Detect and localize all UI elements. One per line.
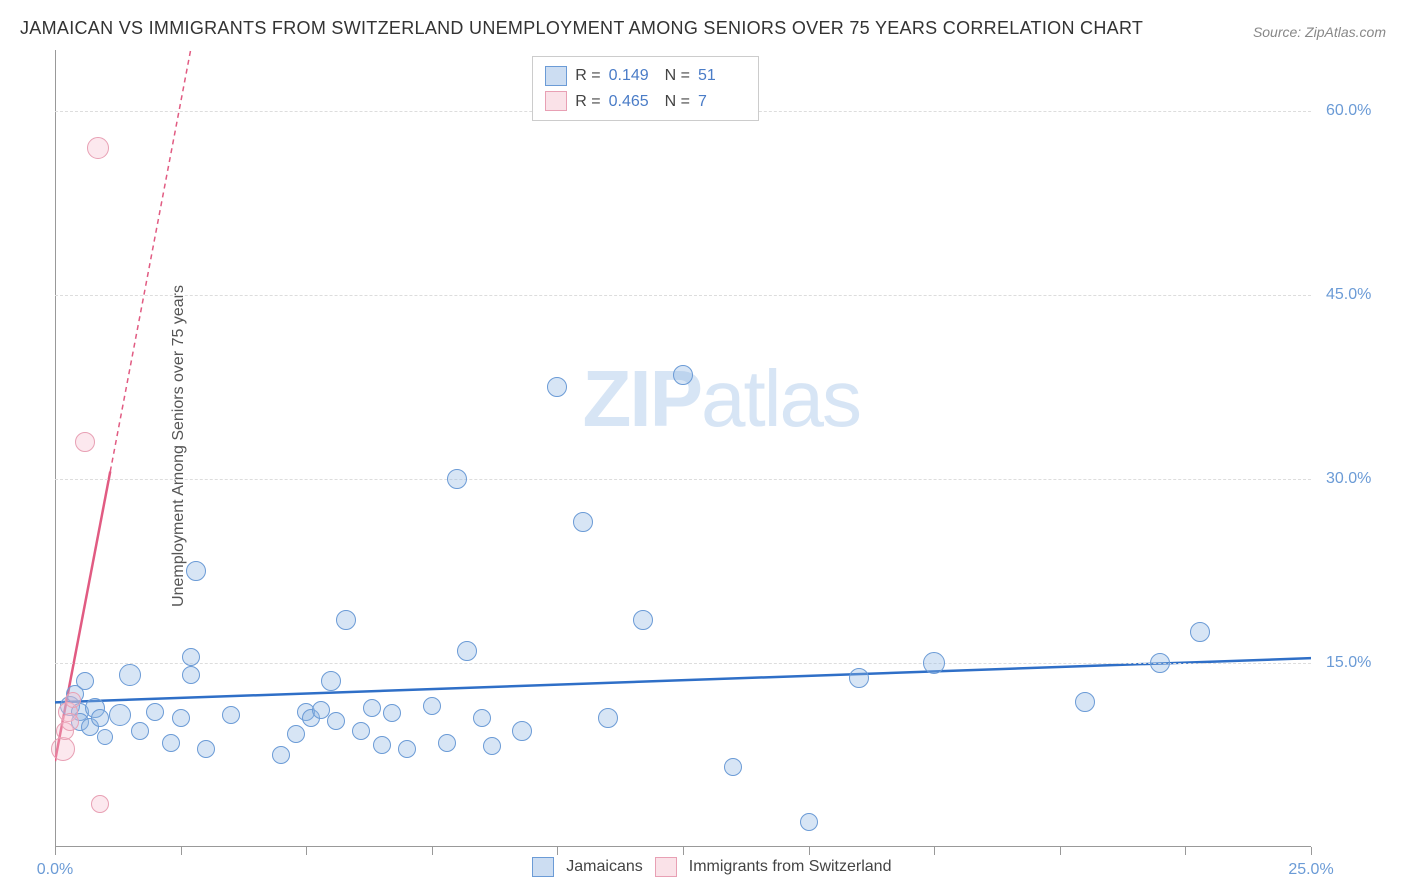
data-point-pink xyxy=(65,692,81,708)
data-point-blue xyxy=(182,648,200,666)
data-point-blue xyxy=(438,734,456,752)
legend-n-label: N = xyxy=(665,63,690,89)
data-point-pink xyxy=(87,137,109,159)
legend-r-label: R = xyxy=(575,63,600,89)
legend-correlation-row: R = 0.465 N = 7 xyxy=(545,89,746,115)
legend-swatch xyxy=(545,91,567,111)
x-tick-label: 0.0% xyxy=(37,861,73,879)
data-point-blue xyxy=(447,469,467,489)
data-point-pink xyxy=(51,737,75,761)
watermark-rest: atlas xyxy=(701,354,860,443)
x-tick xyxy=(1185,847,1186,855)
legend-n-value: 7 xyxy=(698,89,746,115)
legend-r-value: 0.465 xyxy=(609,89,657,115)
trendline-blue xyxy=(55,658,1311,702)
x-tick xyxy=(683,847,684,855)
data-point-blue xyxy=(724,758,742,776)
data-point-blue xyxy=(1150,653,1170,673)
data-point-pink xyxy=(91,795,109,813)
legend-r-value: 0.149 xyxy=(609,63,657,89)
data-point-blue xyxy=(457,641,477,661)
data-point-blue xyxy=(849,668,869,688)
data-point-blue xyxy=(573,512,593,532)
gridline xyxy=(55,663,1311,664)
y-tick-label: 45.0% xyxy=(1326,286,1371,304)
legend-series-label: Jamaicans xyxy=(566,858,642,876)
data-point-pink xyxy=(61,713,79,731)
data-point-blue xyxy=(633,610,653,630)
data-point-blue xyxy=(547,377,567,397)
x-tick xyxy=(432,847,433,855)
x-tick xyxy=(809,847,810,855)
legend-correlation-row: R = 0.149 N = 51 xyxy=(545,63,746,89)
data-point-blue xyxy=(398,740,416,758)
watermark: ZIPatlas xyxy=(583,353,860,445)
data-point-blue xyxy=(287,725,305,743)
data-point-blue xyxy=(186,561,206,581)
data-point-blue xyxy=(91,709,109,727)
legend-swatch xyxy=(532,857,554,877)
data-point-blue xyxy=(923,652,945,674)
x-tick xyxy=(557,847,558,855)
data-point-blue xyxy=(512,721,532,741)
x-tick xyxy=(306,847,307,855)
legend-series-label: Immigrants from Switzerland xyxy=(689,858,892,876)
data-point-blue xyxy=(383,704,401,722)
x-tick xyxy=(55,847,56,855)
data-point-blue xyxy=(162,734,180,752)
legend-swatch xyxy=(655,857,677,877)
data-point-blue xyxy=(146,703,164,721)
chart-title: JAMAICAN VS IMMIGRANTS FROM SWITZERLAND … xyxy=(20,18,1143,39)
gridline xyxy=(55,479,1311,480)
data-point-blue xyxy=(321,671,341,691)
data-point-blue xyxy=(272,746,290,764)
data-point-blue xyxy=(363,699,381,717)
y-tick-label: 30.0% xyxy=(1326,470,1371,488)
data-point-blue xyxy=(197,740,215,758)
legend-n-label: N = xyxy=(665,89,690,115)
trendlines-svg xyxy=(55,50,1311,847)
data-point-blue xyxy=(119,664,141,686)
data-point-blue xyxy=(131,722,149,740)
legend-series: Jamaicans Immigrants from Switzerland xyxy=(532,857,891,877)
x-tick xyxy=(1311,847,1312,855)
gridline xyxy=(55,295,1311,296)
legend-swatch xyxy=(545,66,567,86)
data-point-blue xyxy=(473,709,491,727)
data-point-blue xyxy=(182,666,200,684)
data-point-blue xyxy=(1075,692,1095,712)
data-point-blue xyxy=(172,709,190,727)
y-tick-label: 60.0% xyxy=(1326,102,1371,120)
plot-surface: ZIPatlas 15.0%30.0%45.0%60.0%0.0%25.0% xyxy=(55,50,1311,847)
data-point-blue xyxy=(598,708,618,728)
data-point-blue xyxy=(1190,622,1210,642)
trendline-pink-dashed xyxy=(110,50,190,471)
data-point-blue xyxy=(352,722,370,740)
chart-area: ZIPatlas 15.0%30.0%45.0%60.0%0.0%25.0% R… xyxy=(55,50,1311,847)
data-point-blue xyxy=(97,729,113,745)
data-point-blue xyxy=(373,736,391,754)
x-tick xyxy=(181,847,182,855)
data-point-blue xyxy=(327,712,345,730)
legend-n-value: 51 xyxy=(698,63,746,89)
data-point-pink xyxy=(75,432,95,452)
data-point-blue xyxy=(800,813,818,831)
data-point-blue xyxy=(76,672,94,690)
data-point-blue xyxy=(336,610,356,630)
data-point-blue xyxy=(109,704,131,726)
data-point-blue xyxy=(222,706,240,724)
x-tick-label: 25.0% xyxy=(1288,861,1333,879)
source-attribution: Source: ZipAtlas.com xyxy=(1253,24,1386,40)
legend-correlation: R = 0.149 N = 51 R = 0.465 N = 7 xyxy=(532,56,759,121)
data-point-blue xyxy=(673,365,693,385)
y-tick-label: 15.0% xyxy=(1326,654,1371,672)
x-tick xyxy=(934,847,935,855)
legend-r-label: R = xyxy=(575,89,600,115)
data-point-blue xyxy=(483,737,501,755)
x-tick xyxy=(1060,847,1061,855)
data-point-blue xyxy=(423,697,441,715)
